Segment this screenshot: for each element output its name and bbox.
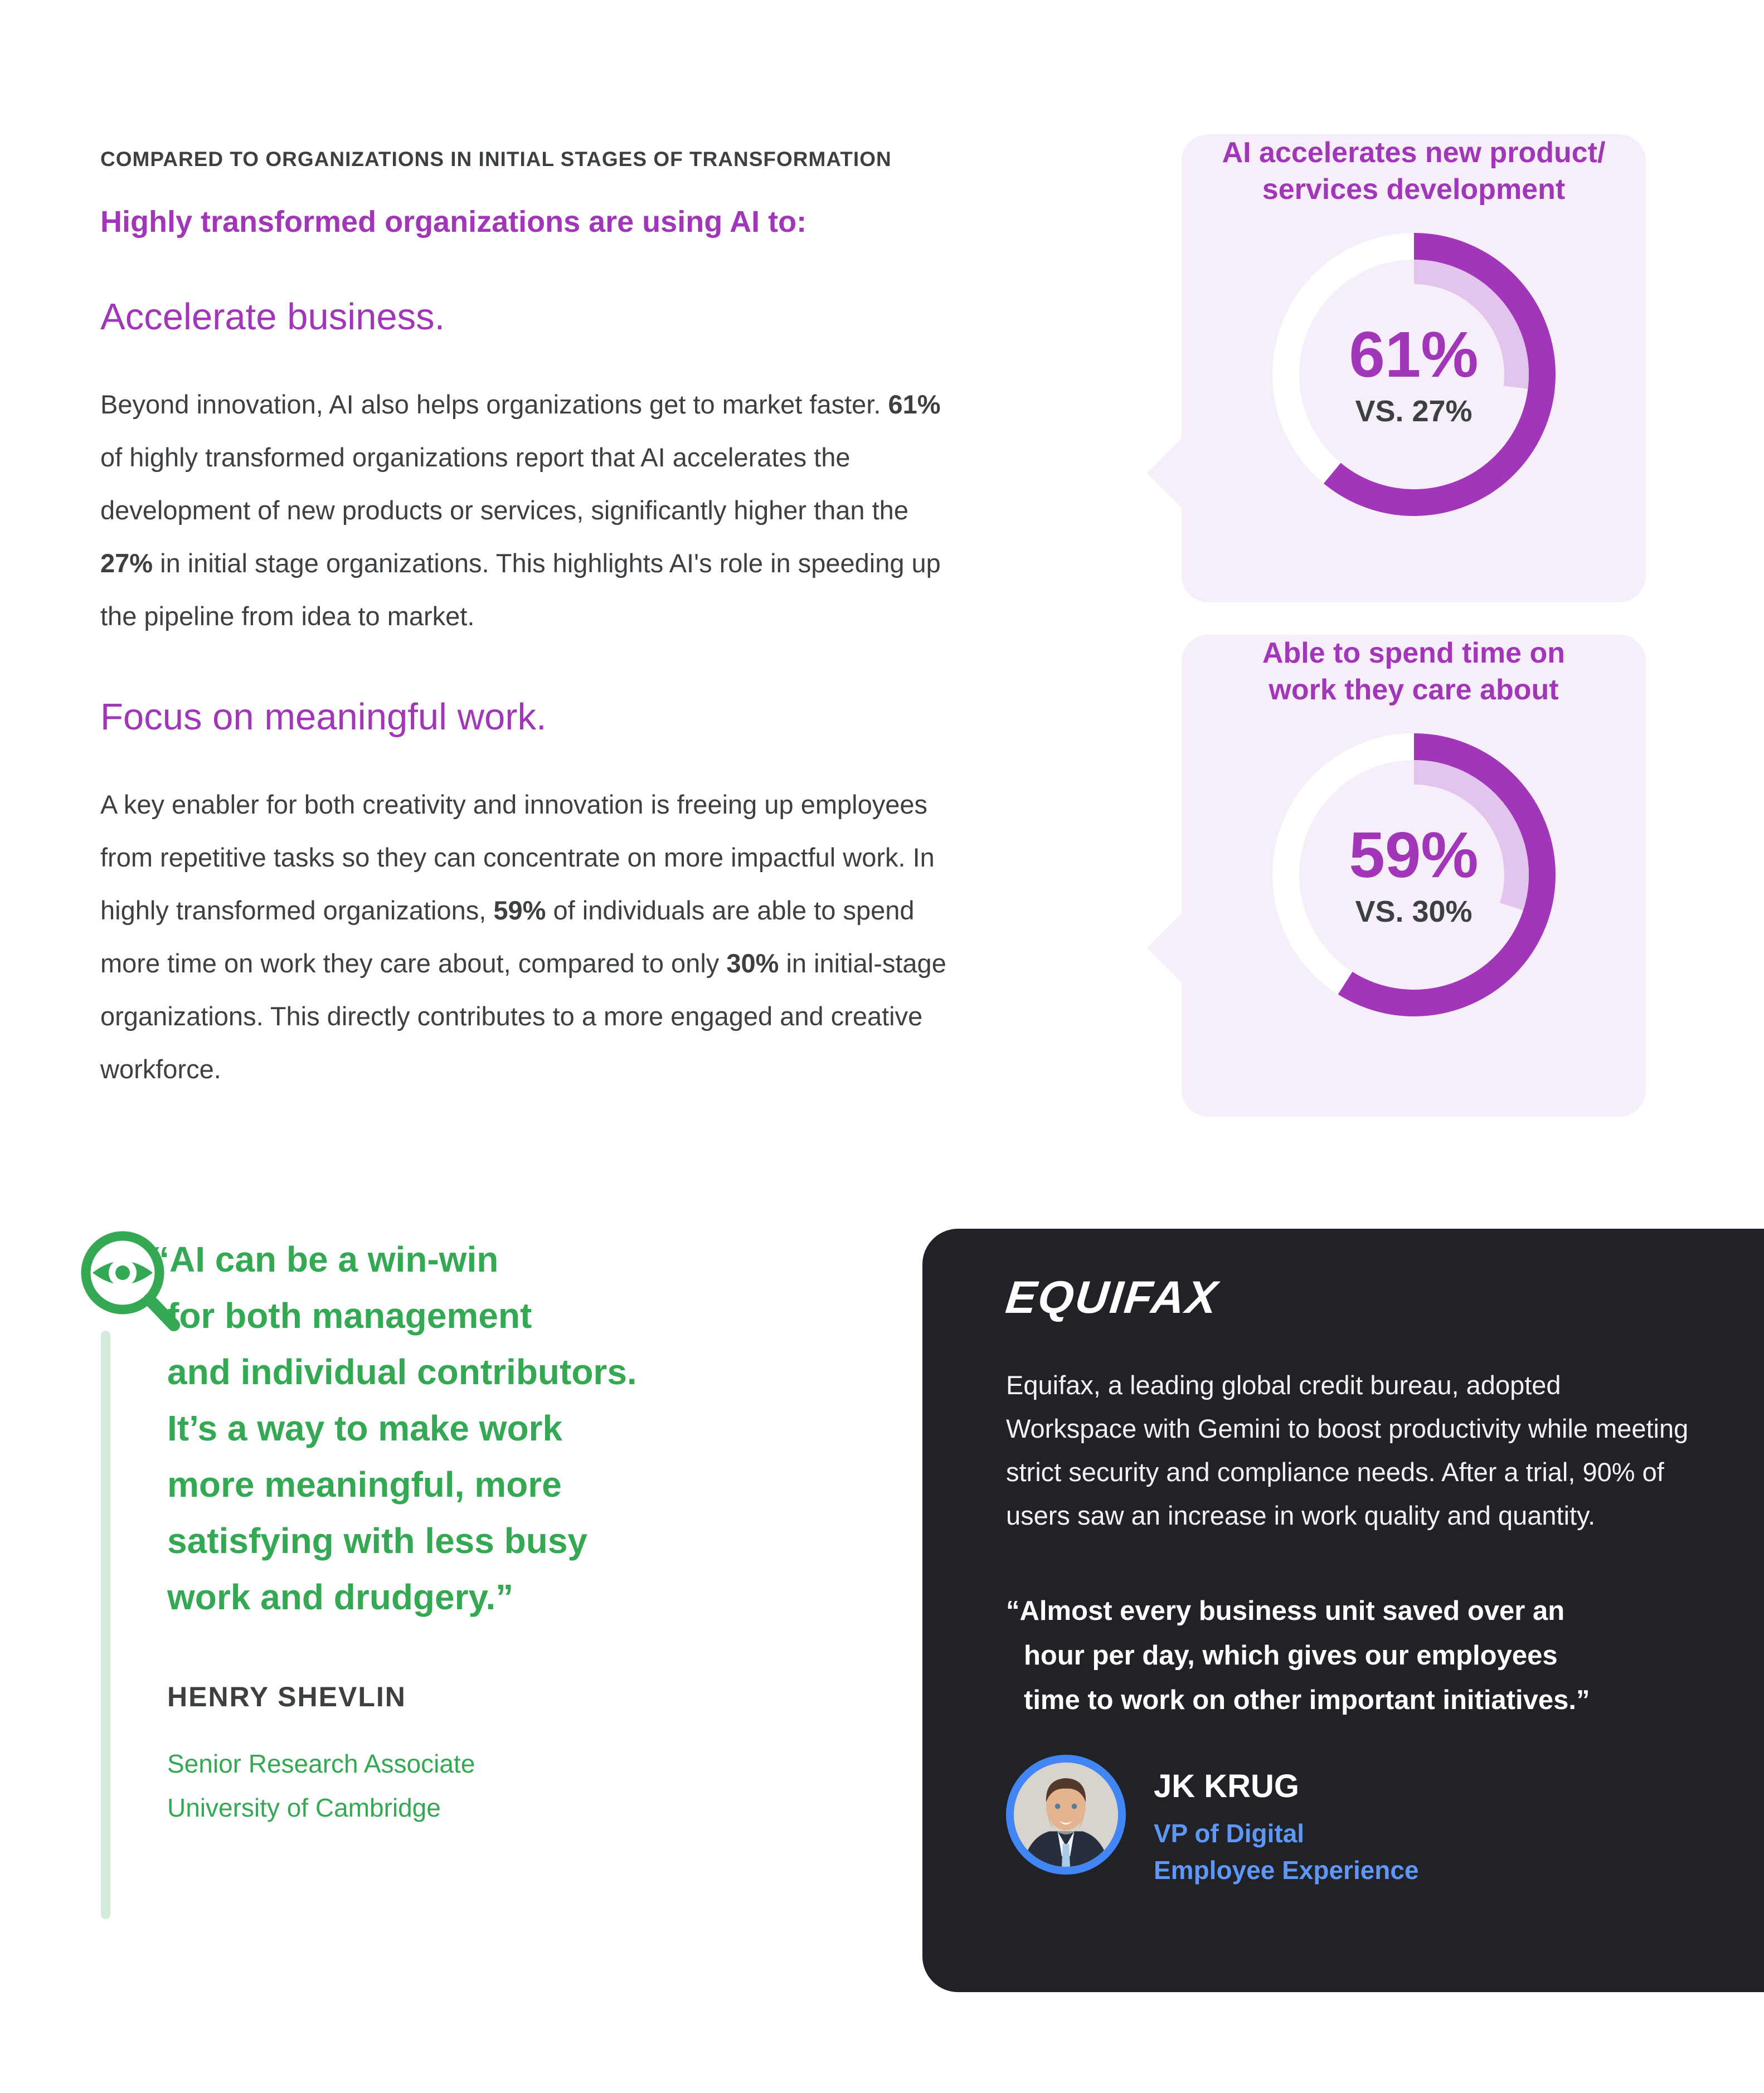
donut-rings bbox=[1272, 233, 1556, 516]
case-study-attribution: JK KRUG VP of Digital Employee Experienc… bbox=[1006, 1755, 1692, 1888]
stat-card-time-on-work: Able to spend time on work they care abo… bbox=[1146, 635, 1646, 1117]
paragraph-accelerate-business: Beyond innovation, AI also helps organiz… bbox=[100, 390, 941, 631]
page-subhead: Highly transformed organizations are usi… bbox=[100, 205, 807, 238]
stat-comparison-value: VS. 27% bbox=[1355, 395, 1473, 428]
person-name: JK KRUG bbox=[1154, 1768, 1300, 1804]
stat-cards-column: AI accelerates new product/ services dev… bbox=[1146, 109, 1646, 1117]
donut-chart-time-on-work: 59% VS. 30% bbox=[1272, 733, 1556, 1016]
main-text-column: COMPARED TO ORGANIZATIONS IN INITIAL STA… bbox=[100, 147, 959, 1096]
case-study-card-equifax: EQUIFAX Equifax, a leading global credit… bbox=[922, 1229, 1764, 1992]
stat-value: 61% bbox=[1349, 318, 1479, 391]
person-role: VP of Digital Employee Experience bbox=[1154, 1819, 1419, 1885]
paragraph-focus-meaningful-work: A key enabler for both creativity and in… bbox=[100, 790, 946, 1084]
quote-accent-line bbox=[101, 1331, 110, 1919]
stat-card-new-product-development: AI accelerates new product/ services dev… bbox=[1146, 134, 1646, 602]
equifax-logo: EQUIFAX bbox=[1003, 1272, 1221, 1323]
stat-card-title: AI accelerates new product/ services dev… bbox=[1222, 137, 1606, 206]
quote-attribution-role: Senior Research Associate University of … bbox=[167, 1749, 475, 1822]
quote-attribution-name: HENRY SHEVLIN bbox=[167, 1681, 406, 1712]
donut-center-labels: 59% VS. 30% bbox=[1272, 733, 1556, 1016]
magnifier-eye-icon bbox=[81, 1231, 180, 1331]
eyebrow-label: COMPARED TO ORGANIZATIONS IN INITIAL STA… bbox=[100, 148, 892, 171]
speech-bubble-pointer bbox=[1146, 913, 1217, 983]
donut-rings bbox=[1272, 733, 1556, 1016]
case-study-quote: “Almost every business unit saved over a… bbox=[1006, 1596, 1590, 1715]
section-heading-focus-meaningful-work: Focus on meaningful work. bbox=[100, 696, 547, 738]
donut-chart-new-product: 61% VS. 27% bbox=[1272, 233, 1556, 516]
case-study-paragraph: Equifax, a leading global credit bureau,… bbox=[1006, 1370, 1689, 1530]
stat-comparison-value: VS. 30% bbox=[1355, 895, 1473, 928]
speech-bubble-pointer bbox=[1146, 438, 1217, 508]
jk-krug-portrait bbox=[1014, 1763, 1118, 1867]
avatar bbox=[1006, 1755, 1126, 1875]
case-study-person: JK KRUG VP of Digital Employee Experienc… bbox=[1154, 1769, 1419, 1888]
stat-value: 59% bbox=[1349, 819, 1479, 891]
stat-card-title: Able to spend time on work they care abo… bbox=[1262, 637, 1566, 706]
quote-text: “AI can be a win-win for both management… bbox=[152, 1239, 637, 1617]
donut-center-labels: 61% VS. 27% bbox=[1272, 233, 1556, 516]
section-heading-accelerate-business: Accelerate business. bbox=[100, 296, 445, 338]
